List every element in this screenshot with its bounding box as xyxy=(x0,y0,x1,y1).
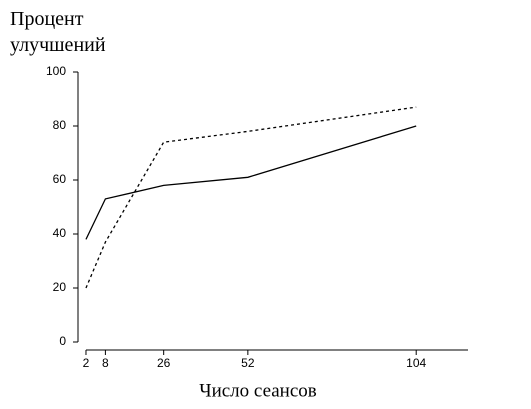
line-series xyxy=(85,106,417,289)
y-tick-label: 20 xyxy=(53,280,67,294)
y-tick-label: 40 xyxy=(53,226,67,240)
y-tick-label: 60 xyxy=(53,172,67,186)
y-axis-label: Процент улучшений xyxy=(10,8,106,56)
y-tick-label: 80 xyxy=(53,118,67,132)
y-tick-label: 0 xyxy=(59,334,66,348)
y-tick-label: 100 xyxy=(46,64,66,78)
line-series xyxy=(85,125,417,240)
x-tick-label: 26 xyxy=(157,356,171,370)
x-tick-label: 8 xyxy=(102,356,109,370)
x-tick-label: 52 xyxy=(241,356,255,370)
x-tick-label: 104 xyxy=(406,356,426,370)
x-tick-label: 2 xyxy=(83,356,90,370)
x-axis-label: Число сеансов xyxy=(199,380,317,401)
